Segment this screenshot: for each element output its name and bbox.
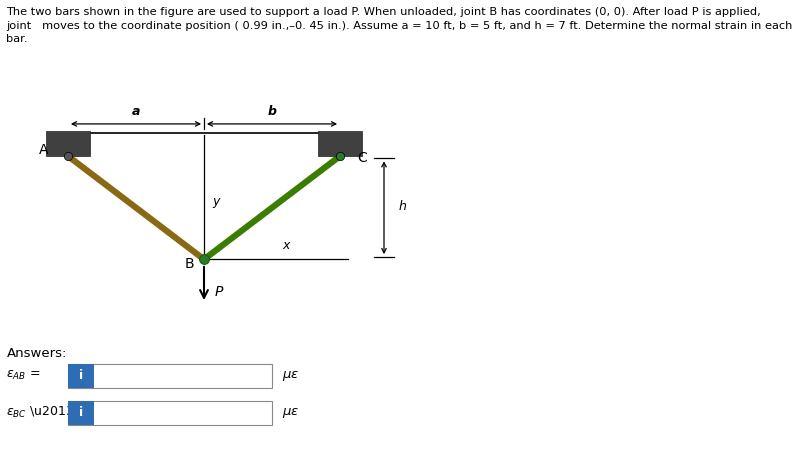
Text: $\mu\varepsilon$: $\mu\varepsilon$ — [282, 369, 299, 383]
Text: y: y — [212, 195, 219, 208]
Text: The two bars shown in the figure are used to support a load P. When unloaded, jo: The two bars shown in the figure are use… — [6, 7, 761, 17]
Text: h: h — [398, 200, 406, 213]
Text: C: C — [358, 151, 367, 166]
Text: Answers:: Answers: — [6, 347, 66, 359]
Text: $\varepsilon_{BC}$ \u2013: $\varepsilon_{BC}$ \u2013 — [6, 405, 74, 420]
Text: i: i — [78, 406, 83, 419]
Text: i: i — [78, 369, 83, 382]
Text: a: a — [132, 106, 140, 118]
Text: b: b — [267, 106, 277, 118]
Bar — [68, 364, 94, 388]
Text: B: B — [185, 257, 194, 271]
Text: joint   moves to the coordinate position ( 0.99 in.,–0. 45 in.). Assume a = 10 f: joint moves to the coordinate position (… — [6, 21, 793, 31]
Text: A: A — [38, 143, 48, 157]
Bar — [68, 401, 272, 425]
Text: $\varepsilon_{AB}$ =: $\varepsilon_{AB}$ = — [6, 369, 41, 382]
Text: $\mu\varepsilon$: $\mu\varepsilon$ — [282, 406, 299, 420]
Text: P: P — [214, 285, 222, 299]
Bar — [68, 401, 94, 425]
Text: x: x — [282, 240, 290, 252]
Bar — [46, 131, 90, 156]
Bar — [318, 131, 362, 156]
Text: bar.: bar. — [6, 34, 28, 45]
Bar — [68, 364, 272, 388]
